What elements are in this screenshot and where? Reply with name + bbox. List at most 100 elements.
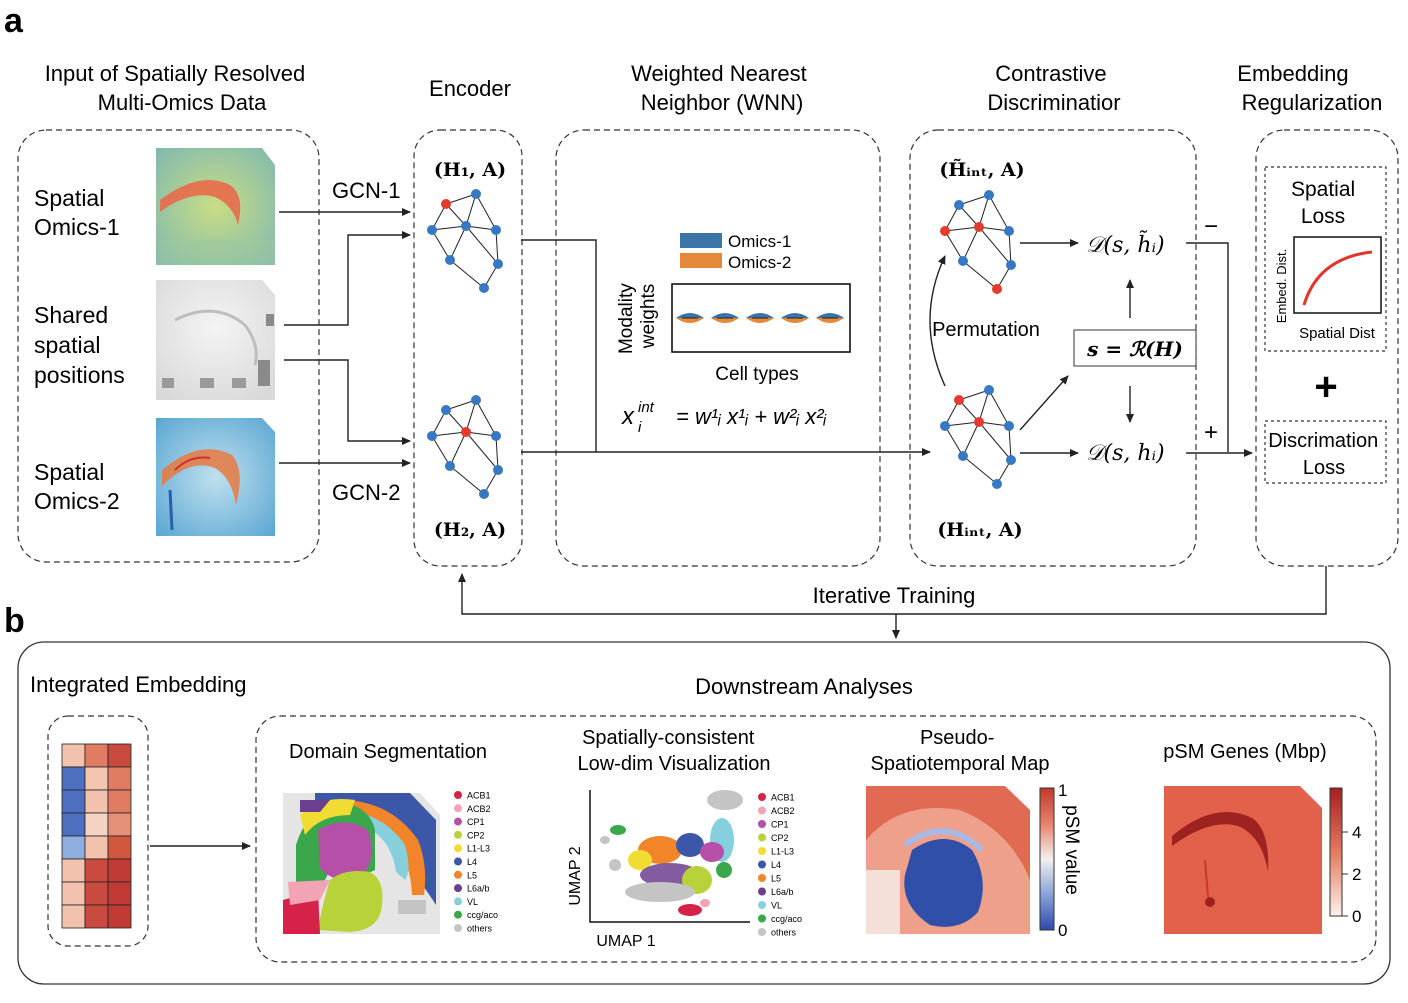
input-arrows — [279, 208, 411, 467]
graph-edge — [962, 226, 980, 262]
legend-label: VL — [771, 901, 782, 911]
h-int-label: (Hᵢₙₜ, A) — [937, 519, 1022, 541]
psm-cbar-label: pSM value — [1061, 805, 1082, 895]
input-box — [17, 129, 320, 563]
heatmap-cell — [84, 789, 109, 814]
spatial-loss-xlabel: Spatial Dist — [1299, 325, 1376, 342]
graph-edge — [431, 435, 451, 467]
graph-node — [441, 199, 451, 209]
psm-map — [866, 786, 1030, 934]
svg-text:x: x — [621, 403, 635, 430]
encoder-graph-1 — [427, 189, 503, 293]
legend-dot — [758, 928, 766, 936]
heatmap-cell — [61, 904, 86, 929]
d-label: 𝒟(s, hᵢ) — [1086, 441, 1165, 466]
graph-node — [1004, 226, 1014, 236]
graph-edge — [495, 435, 499, 471]
wnn-xlabel: Cell types — [715, 364, 798, 385]
graph-edge — [978, 194, 990, 228]
embedding-heatmap — [61, 743, 132, 929]
umap-title: Spatially-consistent Low-dim Visualizati… — [577, 727, 770, 775]
legend-dot — [454, 830, 462, 839]
graph-edge — [431, 431, 467, 437]
heatmap-cell — [61, 812, 86, 837]
input-title: Input of Spatially Resolved Multi-Omics … — [45, 61, 312, 115]
minus-sign: − — [1204, 213, 1218, 240]
readout-label: s = ℛ(H) — [1086, 337, 1183, 361]
downstream-box — [255, 715, 1377, 963]
heatmap-cell — [84, 743, 109, 768]
genes-colorbar — [1329, 787, 1343, 917]
heatmap-cell — [84, 835, 109, 860]
legend-label: L6a/b — [467, 884, 490, 894]
legend-label: others — [771, 928, 797, 938]
legend-dot — [454, 791, 462, 799]
graph-edge — [978, 421, 1010, 427]
legend-dot — [758, 914, 766, 923]
svg-text:Omics-2: Omics-2 — [728, 253, 791, 272]
graph-edge — [978, 226, 1010, 232]
violin-omics1 — [676, 313, 704, 318]
heatmap-cell — [61, 881, 86, 906]
encoder-output-arrows — [521, 239, 931, 456]
graph-edge — [962, 260, 998, 290]
wnn-formula: x int i = w¹ᵢ x¹ᵢ + w²ᵢ x²ᵢ — [621, 399, 827, 436]
legend-dot — [758, 806, 766, 815]
heatmap-cell — [84, 904, 109, 929]
heatmap-cell — [107, 835, 132, 860]
graph-node — [471, 395, 481, 405]
graph-node — [974, 417, 984, 427]
graph-node — [958, 256, 968, 266]
graph-node — [1006, 455, 1016, 465]
heatmap-cell — [61, 835, 86, 860]
heatmap-cell — [107, 743, 132, 768]
graph-edge — [1008, 230, 1012, 266]
graph-node — [992, 284, 1002, 294]
legend-dot — [758, 860, 766, 869]
d-tilde-label: 𝒟(s, h̃ᵢ) — [1086, 231, 1165, 258]
legend-dot — [758, 833, 766, 842]
graph-edge — [944, 421, 980, 427]
legend-label: ccg/aco — [467, 910, 498, 920]
readout-box — [1073, 329, 1197, 367]
graph-node — [1006, 260, 1016, 270]
graph-edge — [978, 226, 1012, 266]
permutation-label: Permutation — [932, 319, 1040, 341]
h1-label: (H₁, A) — [434, 159, 506, 181]
graph-edge — [475, 193, 497, 231]
legend-label: L1-L3 — [771, 847, 794, 857]
legend-dot — [758, 887, 766, 896]
shared-label: Shared spatial positions — [34, 302, 125, 388]
wnn-box — [555, 129, 881, 567]
legend-label: L5 — [467, 870, 477, 880]
legend-label: L5 — [771, 874, 781, 884]
graph-node — [958, 451, 968, 461]
shared-positions-image — [156, 280, 275, 400]
graph-edge — [465, 399, 477, 433]
svg-text:0: 0 — [1352, 907, 1361, 926]
legend-dot — [758, 901, 766, 909]
graph-edge — [944, 226, 980, 232]
graph-edge — [449, 431, 467, 467]
graph-node — [479, 489, 489, 499]
spatial-loss-curve — [1302, 250, 1373, 306]
graph-edge — [465, 225, 497, 231]
violin-omics2 — [711, 318, 739, 323]
graph-node — [471, 189, 481, 199]
legend-label: ccg/aco — [771, 914, 802, 924]
legend-label: others — [467, 924, 493, 934]
legend-dot — [758, 874, 766, 882]
iterative-training-arrow — [458, 566, 1327, 639]
graph-edge — [958, 194, 990, 206]
graph-edge — [431, 225, 467, 231]
graph-node — [491, 225, 501, 235]
panel-b-letter: b — [4, 602, 25, 640]
graph-node — [427, 225, 437, 235]
heatmap-cell — [107, 789, 132, 814]
spatial-loss-label: Spatial Loss — [1291, 178, 1361, 228]
encoder-title: Encoder — [429, 76, 511, 101]
umap-axes — [589, 790, 750, 923]
graph-edge — [449, 259, 485, 289]
svg-text:= w¹ᵢ x¹ᵢ + w²ᵢ x²ᵢ: = w¹ᵢ x¹ᵢ + w²ᵢ x²ᵢ — [676, 404, 827, 429]
